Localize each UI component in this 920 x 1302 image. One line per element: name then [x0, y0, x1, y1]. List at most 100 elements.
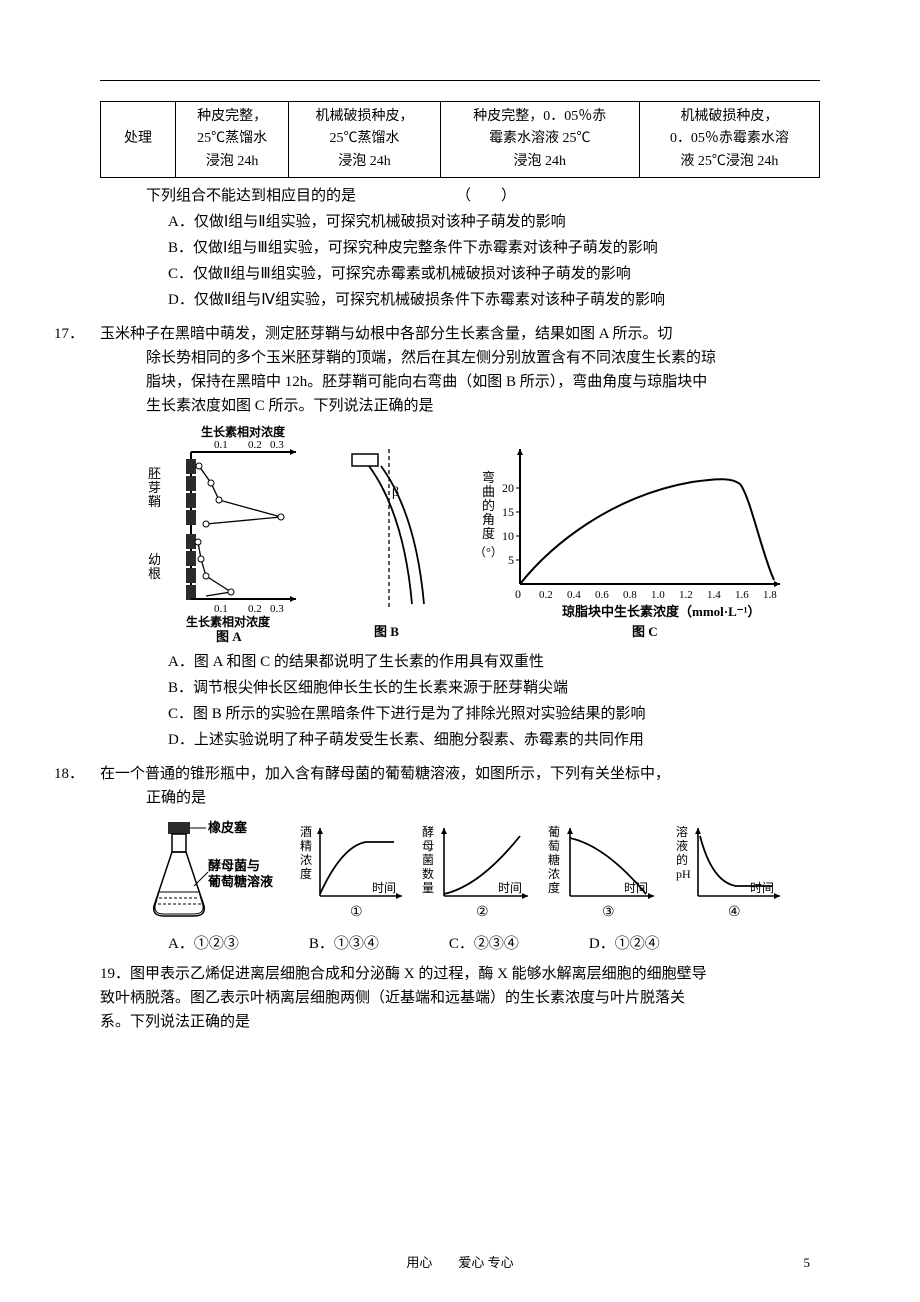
- q18-figure-row: 橡皮塞 酵母菌与 葡萄糖溶液 酒精 浓度 时间 ① 酵母: [146, 816, 820, 926]
- svg-text:1.0: 1.0: [651, 589, 665, 601]
- svg-text:0.6: 0.6: [595, 589, 609, 601]
- svg-text:菌: 菌: [422, 853, 434, 867]
- svg-text:0.2: 0.2: [248, 603, 262, 615]
- q17-option-c: C．图 B 所示的实验在黑暗条件下进行是为了排除光照对实验结果的影响: [168, 702, 820, 726]
- svg-text:1.6: 1.6: [735, 589, 749, 601]
- q19-stem-line: 致叶柄脱落。图乙表示叶柄离层细胞两侧（近基端和远基端）的生长素浓度与叶片脱落关: [100, 986, 820, 1010]
- q17-fig-b: β 图 B: [334, 424, 444, 644]
- svg-text:时间: 时间: [498, 881, 522, 895]
- svg-text:酒: 酒: [300, 825, 312, 839]
- svg-text:角: 角: [482, 512, 495, 527]
- q17-stem-line: 除长势相同的多个玉米胚芽鞘的顶端，然后在其左侧分别放置含有不同浓度生长素的琼: [146, 346, 820, 370]
- svg-text:0.1: 0.1: [214, 439, 228, 451]
- svg-text:母: 母: [422, 839, 434, 853]
- svg-text:酵: 酵: [422, 825, 434, 839]
- svg-text:10: 10: [502, 529, 514, 543]
- svg-text:图 A: 图 A: [216, 629, 242, 644]
- svg-text:度: 度: [548, 880, 560, 895]
- svg-text:图 B: 图 B: [374, 624, 399, 639]
- page-footer: 用心 爱心 专心: [0, 1253, 920, 1274]
- svg-text:5: 5: [508, 553, 514, 567]
- svg-text:β: β: [392, 485, 399, 500]
- svg-text:的: 的: [676, 852, 688, 867]
- q17-stem-line: 生长素浓度如图 C 所示。下列说法正确的是: [146, 394, 820, 418]
- q16-table-cell-1: 种皮完整，25℃蒸馏水浸泡 24h: [176, 102, 289, 178]
- svg-text:弯: 弯: [482, 470, 495, 485]
- q16-stem: 下列组合不能达到相应目的的是（ ）: [146, 184, 820, 208]
- q17-option-b: B．调节根尖伸长区细胞伸长生长的生长素来源于胚芽鞘尖端: [168, 676, 820, 700]
- q17-figure-row: 生长素相对浓度 0.1 0.2 0.3 胚 芽: [146, 424, 820, 644]
- svg-text:琼脂块中生长素浓度（mmol·L⁻¹）: 琼脂块中生长素浓度（mmol·L⁻¹）: [562, 604, 761, 619]
- svg-text:①: ①: [350, 905, 363, 920]
- svg-text:芽: 芽: [148, 480, 161, 495]
- q18-mini-1: 酒精 浓度 时间 ①: [294, 816, 412, 926]
- svg-text:0.2: 0.2: [248, 439, 262, 451]
- q16-table-cell-2: 机械破损种皮，25℃蒸馏水浸泡 24h: [289, 102, 440, 178]
- q16-option-a: A．仅做Ⅰ组与Ⅱ组实验，可探究机械破损对该种子萌发的影响: [168, 210, 820, 234]
- svg-text:糖: 糖: [548, 852, 560, 867]
- svg-text:生长素相对浓度: 生长素相对浓度: [201, 424, 286, 439]
- svg-text:葡: 葡: [548, 825, 560, 839]
- svg-text:溶: 溶: [676, 824, 688, 839]
- q18-option-d: D．①②④: [589, 932, 660, 956]
- q18-mini-4: 溶液 的pH 时间 ④: [672, 816, 790, 926]
- q16-table-cell-3: 种皮完整，0．05％赤霉素水溶液 25℃浸泡 24h: [440, 102, 639, 178]
- svg-text:0.3: 0.3: [270, 603, 284, 615]
- svg-text:0.3: 0.3: [270, 439, 284, 451]
- q16-table: 处理 种皮完整，25℃蒸馏水浸泡 24h 机械破损种皮，25℃蒸馏水浸泡 24h…: [100, 101, 820, 178]
- svg-text:15: 15: [502, 505, 514, 519]
- svg-text:③: ③: [602, 905, 615, 920]
- svg-text:pH: pH: [676, 867, 691, 881]
- svg-text:时间: 时间: [750, 881, 774, 895]
- q17-fig-c: 弯 曲 的 角 度 （°） 20 15 10 5 0.20.40.6 0.81.…: [462, 424, 792, 644]
- svg-text:（°）: （°）: [474, 545, 503, 559]
- q19-stem-line: 19．图甲表示乙烯促进离层细胞合成和分泌酶 X 的过程，酶 X 能够水解离层细胞…: [100, 962, 820, 986]
- svg-text:1.8: 1.8: [763, 589, 777, 601]
- q18-option-c: C．②③④: [449, 932, 519, 956]
- svg-text:胚: 胚: [148, 466, 161, 481]
- q17-option-a: A．图 A 和图 C 的结果都说明了生长素的作用具有双重性: [168, 650, 820, 674]
- q18-option-a: A．①②③: [168, 932, 239, 956]
- q16-option-b: B．仅做Ⅰ组与Ⅲ组实验，可探究种皮完整条件下赤霉素对该种子萌发的影响: [168, 236, 820, 260]
- svg-text:1.4: 1.4: [707, 589, 721, 601]
- svg-text:幼: 幼: [148, 552, 161, 567]
- svg-text:图 C: 图 C: [632, 624, 658, 639]
- svg-text:0.2: 0.2: [539, 589, 553, 601]
- svg-text:浓: 浓: [300, 853, 312, 867]
- svg-text:生长素相对浓度: 生长素相对浓度: [186, 614, 271, 629]
- svg-text:0.8: 0.8: [623, 589, 637, 601]
- flask-label-yeast: 酵母菌与: [208, 858, 260, 873]
- q18-flask: 橡皮塞 酵母菌与 葡萄糖溶液: [146, 816, 286, 926]
- svg-text:鞘: 鞘: [148, 494, 161, 509]
- svg-text:1.2: 1.2: [679, 589, 693, 601]
- q16-table-header: 处理: [101, 102, 176, 178]
- svg-text:浓: 浓: [548, 867, 560, 881]
- svg-text:的: 的: [482, 498, 495, 513]
- svg-text:时间: 时间: [372, 881, 396, 895]
- svg-text:根: 根: [148, 566, 161, 581]
- flask-label-glucose: 葡萄糖溶液: [207, 874, 273, 889]
- svg-text:度: 度: [482, 526, 495, 541]
- svg-text:时间: 时间: [624, 881, 648, 895]
- q16-option-c: C．仅做Ⅱ组与Ⅲ组实验，可探究赤霉素或机械破损对该种子萌发的影响: [168, 262, 820, 286]
- q18-mini-2: 酵母 菌数量 时间 ②: [420, 816, 538, 926]
- svg-text:0.1: 0.1: [214, 603, 228, 615]
- page-number: 5: [804, 1253, 811, 1274]
- q17-fig-a: 生长素相对浓度 0.1 0.2 0.3 胚 芽: [146, 424, 316, 644]
- q18-stem-line: 18．在一个普通的锥形瓶中，加入含有酵母菌的葡萄糖溶液，如图所示，下列有关坐标中…: [100, 762, 820, 786]
- svg-text:液: 液: [676, 838, 688, 853]
- q16-option-d: D．仅做Ⅱ组与Ⅳ组实验，可探究机械破损条件下赤霉素对该种子萌发的影响: [168, 288, 820, 312]
- q19-stem-line: 系。下列说法正确的是: [100, 1010, 820, 1034]
- svg-text:曲: 曲: [482, 484, 495, 499]
- q18-mini-3: 葡萄 糖浓度 时间 ③: [546, 816, 664, 926]
- q17-stem-line: 脂块，保持在黑暗中 12h。胚芽鞘可能向右弯曲（如图 B 所示），弯曲角度与琼脂…: [146, 370, 820, 394]
- q18-stem-line: 正确的是: [146, 786, 820, 810]
- flask-label-stopper: 橡皮塞: [208, 820, 248, 835]
- svg-text:数: 数: [422, 866, 434, 881]
- svg-text:④: ④: [728, 905, 741, 920]
- q18-option-b: B．①③④: [309, 932, 379, 956]
- q18-options-row: A．①②③ B．①③④ C．②③④ D．①②④: [168, 932, 820, 956]
- q17-stem-line: 17．玉米种子在黑暗中萌发，测定胚芽鞘与幼根中各部分生长素含量，结果如图 A 所…: [100, 322, 820, 346]
- svg-text:度: 度: [300, 866, 312, 881]
- svg-text:萄: 萄: [548, 839, 560, 853]
